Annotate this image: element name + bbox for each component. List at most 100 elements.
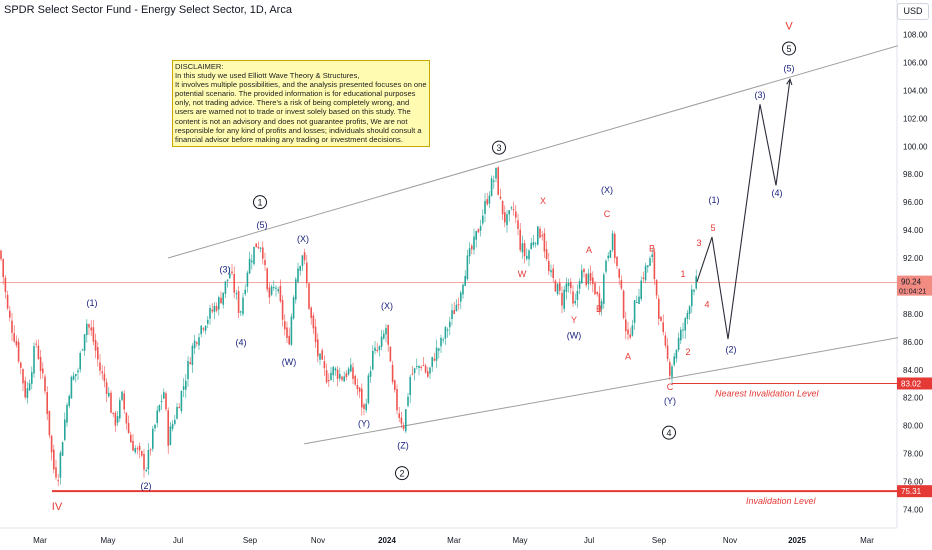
candle-body [266, 268, 268, 290]
candle-body [550, 270, 552, 273]
candle-body [218, 297, 220, 310]
candle-body [686, 312, 689, 320]
candle-body [110, 392, 112, 413]
candle-body [508, 210, 510, 215]
wave-circle [662, 425, 676, 440]
candle-body [691, 289, 693, 307]
disclaimer-text: DISCLAIMER: In this study we used Elliot… [175, 62, 427, 144]
candle-body [561, 292, 563, 306]
wave-label: (W) [282, 357, 297, 367]
candle-body [55, 467, 57, 478]
candle-body [70, 376, 73, 399]
candle-body [658, 298, 660, 319]
candle-body [299, 266, 301, 271]
candle-body [675, 350, 678, 359]
candle-body [26, 388, 29, 398]
candle-body [398, 413, 400, 418]
candle-body [642, 277, 645, 279]
candle-body [182, 386, 185, 390]
candle-body [61, 442, 64, 456]
x-tick-label: May [100, 536, 115, 545]
candle-body [638, 296, 640, 304]
channel-line [167, 45, 899, 259]
candle-body [444, 327, 447, 339]
candle-body [290, 316, 293, 345]
wave-label: (X) [601, 185, 613, 195]
candle-body [517, 220, 519, 229]
wave-label: V [785, 21, 793, 33]
candle-body [171, 424, 174, 429]
wave-label: 5 [786, 44, 791, 54]
candle-body [660, 316, 662, 322]
candle-body [330, 372, 332, 380]
candle-body [286, 327, 288, 338]
y-tick-label: 94.00 [903, 226, 924, 235]
candle-body [321, 350, 323, 360]
candle-body [497, 167, 499, 195]
candle-body [79, 352, 81, 370]
disclaimer-note: DISCLAIMER: In this study we used Elliot… [172, 60, 430, 147]
candle-body [165, 393, 167, 410]
candle-body [44, 376, 46, 392]
candle-body [57, 479, 59, 481]
candle-body [499, 196, 502, 199]
candle-body [270, 286, 273, 295]
candle-body [246, 272, 249, 287]
candle-body [53, 449, 55, 470]
candle-body [552, 268, 554, 279]
candle-body [651, 254, 653, 257]
wave-label: (Z) [397, 441, 409, 451]
wave-label: (3) [220, 265, 231, 275]
wave-label: (1) [87, 298, 98, 308]
candle-body [136, 448, 139, 450]
candle-body [424, 365, 427, 373]
candle-body [680, 329, 682, 341]
candle-body [17, 341, 20, 362]
candle-body [167, 410, 169, 446]
y-tick-label: 98.00 [903, 170, 924, 179]
candle-body [262, 247, 264, 259]
candle-body [319, 353, 321, 360]
candle-body [20, 362, 22, 368]
x-tick-label: 2024 [378, 536, 396, 545]
candle-body [673, 356, 675, 365]
candle-body [581, 270, 583, 284]
chart-title: SPDR Select Sector Fund - Energy Select … [4, 4, 292, 16]
candle-body [409, 376, 411, 395]
wave-label: 1 [680, 269, 685, 279]
candle-body [6, 295, 9, 309]
candle-body [198, 337, 200, 346]
candle-body [143, 454, 145, 470]
candle-body [583, 268, 585, 273]
candle-body [64, 419, 66, 440]
candle-body [277, 289, 279, 292]
candle-body [471, 245, 473, 250]
candle-body [695, 276, 697, 289]
candle-body [231, 271, 233, 274]
candle-body [121, 391, 123, 400]
wave-label: 4 [666, 428, 671, 438]
candle-body [653, 251, 656, 280]
candle-body [174, 419, 176, 424]
invalidation-price-label: 75.31 [901, 487, 922, 496]
candle-body [354, 375, 356, 385]
candle-body [427, 371, 429, 377]
candle-body [169, 426, 172, 446]
candle-body [506, 214, 508, 226]
candle-body [394, 380, 396, 390]
candle-body [123, 393, 125, 410]
candle-body [462, 284, 464, 295]
candle-body [603, 274, 605, 304]
y-tick-label: 102.00 [903, 114, 928, 123]
candle-body [202, 328, 205, 330]
currency-button[interactable]: USD [897, 3, 929, 20]
candle-body [90, 327, 92, 331]
wave-circle [782, 41, 796, 56]
candle-body [50, 435, 53, 453]
candle-body [24, 380, 26, 398]
candle-body [68, 396, 70, 406]
candle-body [446, 329, 449, 331]
candle-body [677, 337, 680, 350]
x-tick-label: Mar [447, 536, 461, 545]
